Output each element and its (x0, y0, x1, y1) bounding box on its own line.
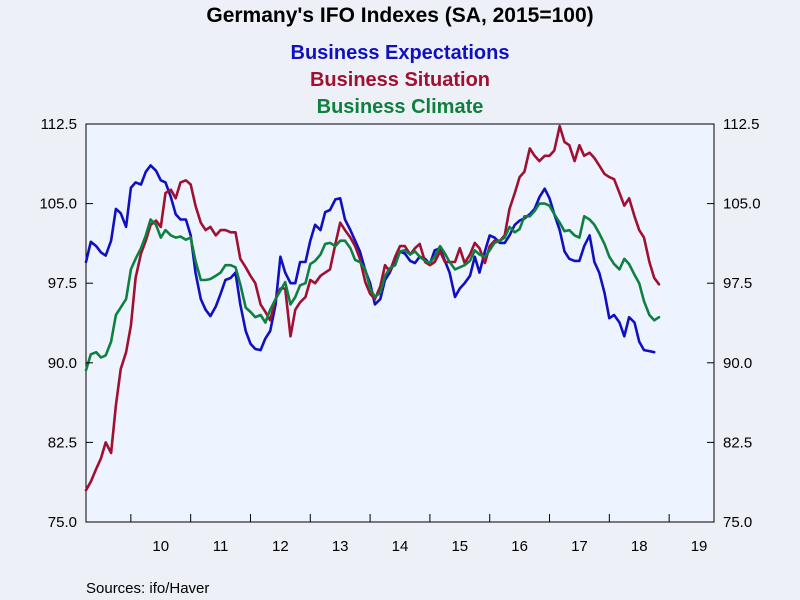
x-tick-label: 17 (571, 538, 588, 555)
legend-entry-business-situation: Business Situation (310, 69, 490, 91)
series-line-business-situation (84, 124, 661, 492)
y-tick-label-right: 112.5 (723, 116, 759, 133)
x-tick-label: 10 (152, 538, 169, 555)
x-tick-label: 13 (332, 538, 349, 555)
legend: Business Expectations Business Situation B… (291, 42, 510, 118)
chart-title: Germany's IFO Indexes (SA, 2015=100) (206, 4, 593, 27)
y-tick-label-right: 82.5 (723, 434, 752, 451)
x-tick-label: 12 (272, 538, 289, 555)
y-tick-label-left: 105.0 (39, 196, 77, 213)
source-note: Sources: ifo/Haver (86, 580, 209, 597)
series-line-business-climate (84, 202, 661, 372)
y-tick-label-left: 75.0 (48, 514, 77, 531)
x-tick-label: 15 (451, 538, 468, 555)
series-layer (84, 124, 661, 492)
y-tick-label-right: 75.0 (723, 514, 752, 531)
x-tick-label: 19 (691, 538, 708, 555)
axes-layer: 112.5 112.5 105.0 105.0 97.5 97.5 90.0 90.0 82.5… (39, 116, 760, 555)
y-tick-label-right: 97.5 (723, 275, 752, 292)
x-tick-label: 16 (511, 538, 528, 555)
y-tick-label-right: 105.0 (723, 196, 761, 213)
legend-entry-business-climate: Business Climate (317, 96, 484, 118)
plot-area (85, 123, 715, 523)
x-tick-label: 14 (392, 538, 409, 555)
y-tick-label-left: 82.5 (48, 434, 77, 451)
y-tick-label-right: 90.0 (723, 355, 752, 372)
y-tick-label-left: 90.0 (48, 355, 77, 372)
x-tick-label: 11 (213, 538, 229, 555)
y-tick-label-left: 112.5 (41, 116, 77, 133)
legend-entry-business-expectations: Business Expectations (291, 42, 510, 64)
y-tick-label-left: 97.5 (48, 275, 77, 292)
x-tick-label: 18 (631, 538, 648, 555)
